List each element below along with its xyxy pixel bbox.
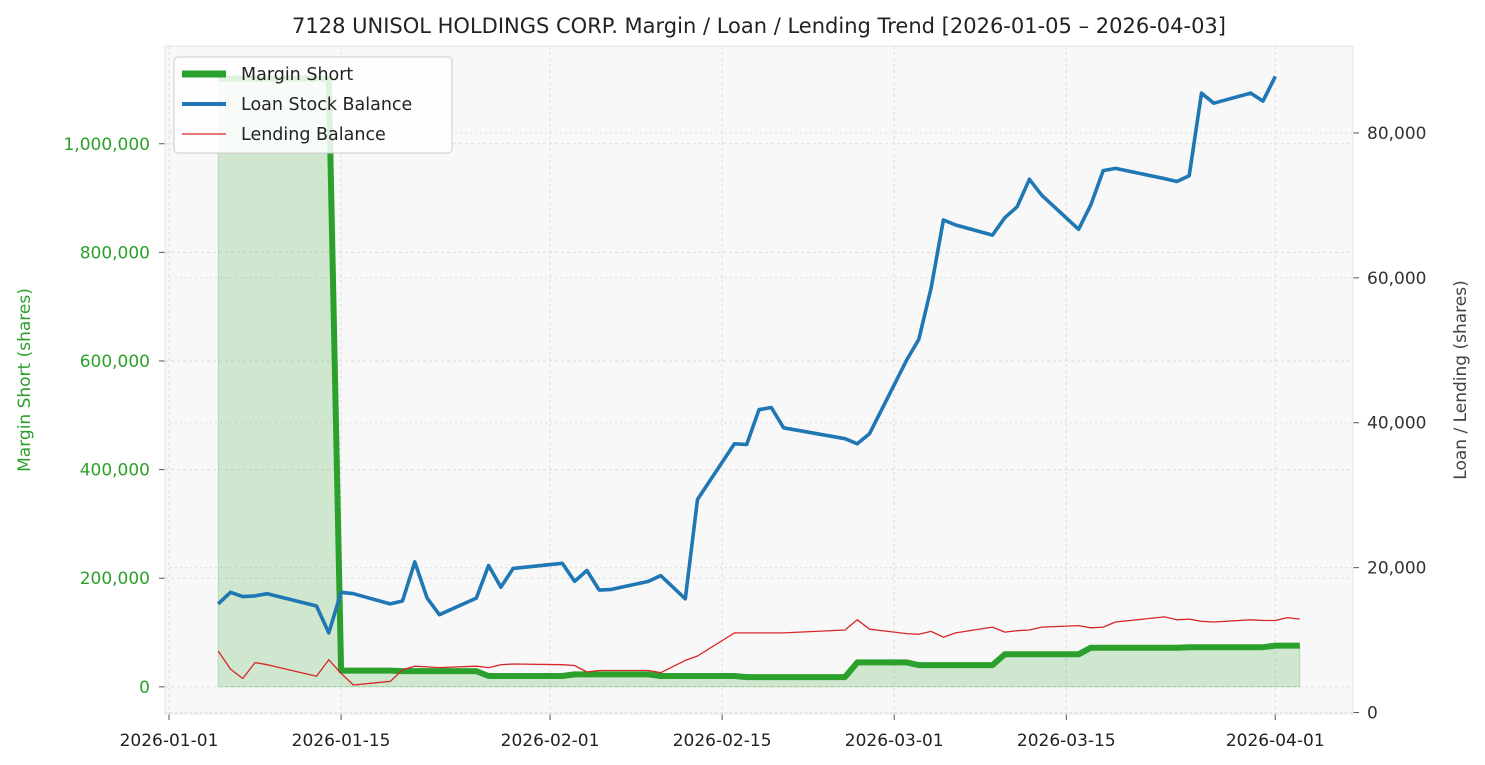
legend: Margin Short Loan Stock Balance Lending …	[173, 56, 453, 154]
y-right-label: Loan / Lending (shares)	[1451, 280, 1471, 479]
plot-frame	[164, 45, 1354, 715]
y-right-tick-label: 80,000	[1367, 124, 1426, 144]
series-line-loan-stock-balance	[216, 75, 1277, 635]
y-left-tick-label: 400,000	[80, 461, 150, 481]
legend-label-loan-stock: Loan Stock Balance	[241, 95, 412, 115]
x-tick-label: 2026-01-01	[120, 731, 219, 751]
y-left-tick-label: 0	[139, 678, 150, 698]
series-lines	[216, 75, 1300, 686]
y-left-tick-label: 200,000	[80, 569, 150, 589]
x-tick-label: 2026-01-15	[292, 731, 391, 751]
grid	[165, 46, 1353, 714]
y-left-tick-label: 600,000	[80, 352, 150, 372]
y-left-label: Margin Short (shares)	[15, 288, 35, 472]
legend-label-margin-short: Margin Short	[241, 65, 353, 85]
y-right-tick-label: 0	[1367, 704, 1378, 724]
x-tick-label: 2026-03-01	[845, 731, 944, 751]
x-axis: 2026-01-01 2026-01-15 2026-02-01 2026-02-15…	[120, 714, 1325, 751]
y-right-tick-label: 40,000	[1367, 414, 1426, 434]
x-tick-label: 2026-04-01	[1226, 731, 1325, 751]
y-right-tick-label: 60,000	[1367, 269, 1426, 289]
chart-title: 7128 UNISOL HOLDINGS CORP. Margin / Loan…	[292, 14, 1226, 38]
y-left-tick-label: 1,000,000	[63, 135, 150, 155]
series-line-margin-short	[218, 75, 1300, 681]
x-tick-label: 2026-02-01	[501, 731, 600, 751]
x-tick-label: 2026-02-15	[673, 731, 772, 751]
plot-area	[165, 46, 1353, 714]
y-left-tick-label: 800,000	[80, 243, 150, 263]
y-axis-left: 0 200,000 400,000 600,000 800,000 1,000,000	[63, 135, 165, 698]
legend-box	[173, 56, 453, 154]
y-right-tick-label: 20,000	[1367, 559, 1426, 579]
series-line-lending-balance	[217, 616, 1300, 686]
y-axis-right: 0 20,000 40,000 60,000 80,000	[1353, 124, 1426, 724]
legend-label-lending: Lending Balance	[241, 125, 386, 145]
x-tick-label: 2026-03-15	[1017, 731, 1116, 751]
